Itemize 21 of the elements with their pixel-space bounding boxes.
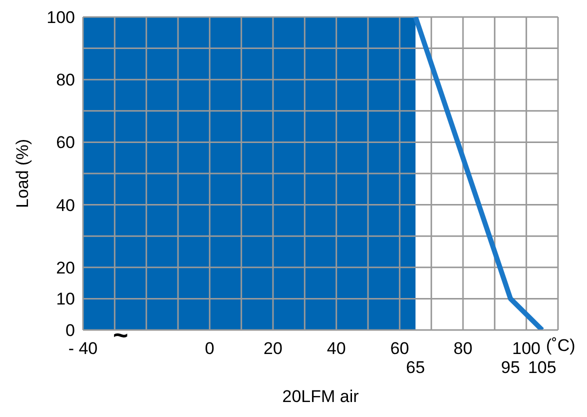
text: 65 [405, 358, 426, 378]
y-tick-label: 80 [56, 70, 75, 90]
x-tick-label: 60 [390, 339, 410, 358]
x-axis-title: 20LFM air [282, 387, 360, 406]
y-axis-title: Load (%) [13, 139, 32, 208]
text: (˚C) [546, 336, 576, 356]
x-tick-label: - 40 [68, 339, 98, 358]
x-tick-label: 20 [264, 339, 282, 358]
x-tick-label: 100 [512, 339, 541, 358]
text: 105 [528, 358, 556, 377]
y-tick-label: 100 [46, 8, 75, 28]
text: 95 [501, 358, 520, 377]
y-tick-label: 0 [66, 321, 75, 340]
y-tick-label: 20 [56, 258, 75, 278]
y-tick-label: 10 [56, 290, 75, 309]
x-tick-label: 0 [204, 339, 214, 358]
y-tick-label: 40 [56, 196, 75, 215]
x-tick-label: 80 [454, 339, 472, 358]
x-tick-label: 40 [326, 339, 346, 358]
annotation: ~ [113, 320, 128, 351]
y-tick-label: 60 [56, 133, 75, 152]
